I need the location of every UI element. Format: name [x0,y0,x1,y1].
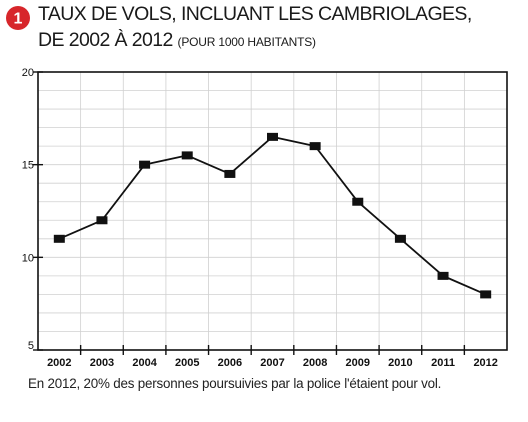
x-tick-label: 2012 [473,357,497,369]
y-tick-label: 10 [22,252,34,264]
chart-title-unit: (POUR 1000 HABITANTS) [177,35,316,49]
x-tick-label: 2003 [90,357,114,369]
x-tick-label: 2005 [175,357,199,369]
data-point-marker [352,197,364,206]
data-point-marker [139,160,151,169]
y-tick-label: 15 [22,160,34,172]
y-tick-label: 5 [28,340,34,352]
section-number-badge: 1 [6,6,30,30]
x-tick-label: 2006 [218,357,242,369]
data-point-marker [96,216,108,225]
chart-title-period: DE 2002 À 2012 [38,29,173,51]
data-point-marker [224,169,236,178]
data-point-marker [394,234,406,243]
data-point-marker [267,132,278,141]
x-tick-label: 2010 [388,357,412,369]
y-tick-label: 20 [22,67,34,79]
x-tick-label: 2002 [47,357,71,369]
data-point-marker [309,142,321,151]
data-point-marker [480,290,492,299]
x-tick-label: 2007 [260,357,284,369]
x-tick-label: 2008 [303,357,327,369]
chart-footnote: En 2012, 20% des personnes poursuivies p… [28,376,442,391]
x-tick-label: 2009 [346,357,370,369]
data-point-marker [181,151,193,160]
plot-frame [37,71,508,351]
x-tick-label: 2004 [132,357,157,369]
theft-rate-line-chart: 5 10 15 20 2002 2003 2004 2005 2006 2007 2008 2009… [22,67,508,369]
data-point-marker [437,271,449,280]
chart-title-line2: DE 2002 À 2012 (POUR 1000 HABITANTS) [38,29,316,52]
badge-circle [6,6,30,30]
y-axis: 5 10 15 20 [22,67,43,352]
badge-number: 1 [14,11,23,28]
chart-title-line1: TAUX DE VOLS, INCLUANT LES CAMBRIOLAGES, [38,3,472,25]
data-point-marker [53,234,65,243]
x-tick-label: 2011 [431,357,455,369]
series [53,132,492,299]
x-axis: 2002 2003 2004 2005 2006 2007 2008 2009 2010 2011… [47,345,498,369]
grid [38,72,507,350]
